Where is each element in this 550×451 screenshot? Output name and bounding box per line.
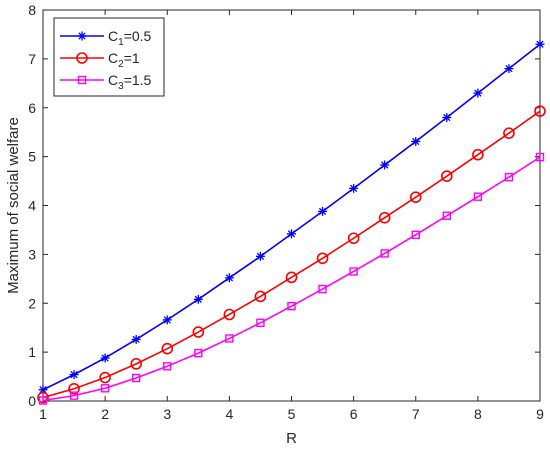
y-tick-label: 2	[28, 295, 36, 311]
x-tick-label: 1	[39, 406, 47, 422]
series-3	[38, 152, 545, 405]
data-point	[225, 334, 234, 343]
data-point	[473, 88, 483, 98]
y-axis-title: Maximum of social welfare	[5, 117, 22, 294]
data-point	[285, 271, 298, 284]
data-point	[38, 396, 48, 405]
data-point	[504, 172, 514, 182]
data-point	[254, 290, 267, 303]
data-point	[100, 353, 110, 363]
x-tick-label: 3	[163, 406, 171, 422]
x-tick-label: 6	[350, 406, 358, 422]
data-point	[318, 206, 328, 216]
data-point	[349, 267, 358, 276]
data-point	[318, 284, 327, 294]
data-point	[316, 252, 329, 265]
data-point	[503, 127, 515, 139]
data-point	[77, 31, 87, 41]
data-point	[472, 148, 484, 161]
y-tick-label: 3	[28, 246, 36, 262]
x-axis-title: R	[286, 430, 297, 447]
legend-item: C3=1.5	[60, 72, 152, 92]
data-point	[131, 334, 141, 344]
x-tick-label: 5	[288, 406, 296, 422]
data-point	[347, 232, 360, 245]
data-point	[442, 113, 452, 123]
y-tick-label: 4	[28, 198, 36, 214]
data-point	[223, 308, 236, 321]
data-point	[380, 160, 390, 170]
data-point	[130, 358, 142, 370]
series-line	[42, 110, 541, 399]
data-point	[441, 170, 453, 182]
series-1	[38, 39, 545, 395]
data-point	[131, 373, 141, 383]
legend-item: C1=0.5	[60, 28, 152, 48]
y-tick-label: 0	[28, 393, 36, 409]
data-point	[163, 362, 172, 371]
data-point	[504, 64, 514, 74]
legend-box	[53, 17, 165, 97]
y-tick-label: 1	[28, 344, 36, 360]
data-point	[256, 318, 265, 327]
x-tick-label: 4	[225, 406, 233, 422]
legend-item: C2=1	[60, 50, 140, 70]
data-point	[473, 192, 483, 201]
data-point	[37, 391, 49, 404]
x-tick-label: 7	[412, 406, 420, 422]
series-2	[37, 105, 546, 404]
data-point	[442, 211, 452, 220]
data-point	[193, 294, 203, 304]
data-point	[411, 136, 421, 146]
x-tick-label: 9	[536, 406, 544, 422]
legend: C1=0.5C2=1C3=1.5	[53, 17, 165, 97]
data-point	[378, 211, 391, 224]
data-point	[287, 229, 296, 239]
data-point	[76, 52, 88, 64]
data-point	[534, 105, 546, 117]
y-tick-label: 7	[28, 51, 36, 67]
data-point	[99, 371, 111, 384]
data-point	[287, 301, 296, 311]
data-point	[411, 230, 420, 240]
data-point	[194, 348, 203, 358]
data-point	[69, 370, 79, 380]
data-point	[100, 384, 110, 393]
series-layer	[37, 39, 546, 405]
y-tick-label: 6	[28, 100, 36, 116]
data-point	[192, 326, 205, 338]
data-point	[68, 382, 80, 395]
series-line	[42, 156, 541, 402]
legend-label: C1=0.5	[108, 28, 152, 48]
legend-label: C3=1.5	[108, 72, 152, 92]
data-point	[69, 391, 79, 400]
data-point	[161, 342, 174, 355]
x-tick-label: 2	[101, 406, 109, 422]
y-tick-label: 8	[28, 2, 36, 18]
data-point	[77, 75, 87, 85]
x-tick-label: 8	[474, 406, 482, 422]
y-tick-label: 5	[28, 149, 36, 165]
data-point	[380, 249, 389, 258]
data-point	[162, 315, 172, 325]
data-point	[535, 39, 545, 49]
data-point	[535, 152, 545, 162]
data-point	[349, 183, 359, 193]
data-point	[409, 191, 422, 203]
data-point	[255, 251, 265, 261]
legend-label: C2=1	[108, 50, 140, 70]
data-point	[224, 273, 234, 283]
